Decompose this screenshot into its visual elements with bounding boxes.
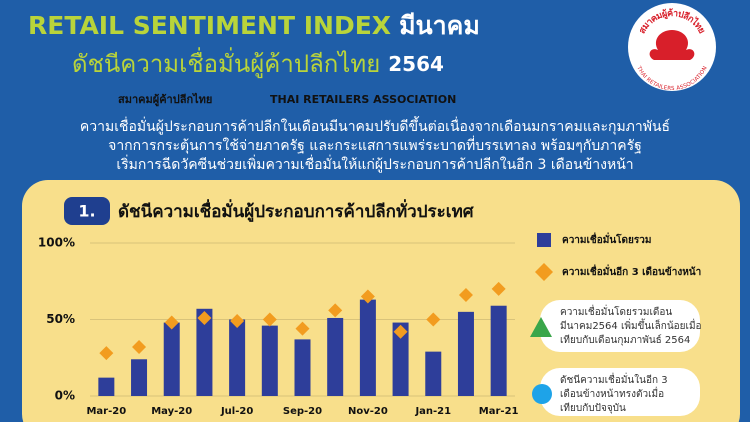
x-tick-label: Jan-21 [414, 406, 451, 417]
bar [131, 359, 148, 396]
chart-title: ดัชนีความเชื่อมั่นผู้ประกอบการค้าปลีกทั่… [118, 199, 475, 223]
diamond-marker [197, 310, 212, 325]
y-tick-label: 100% [38, 236, 75, 250]
bar [359, 299, 376, 396]
diamond-marker [328, 303, 343, 318]
annotation-line: เดือนข้างหน้าทรงตัวเมื่อ [560, 386, 664, 400]
intro-line: จากการกระตุ้นการใช้จ่ายภาครัฐ และกระแสกา… [108, 136, 642, 154]
diamond-marker [458, 288, 473, 303]
subtitle-text: ดัชนีความเชื่อมั่นผู้ค้าปลีกไทย [72, 47, 380, 79]
x-tick-label: Mar-20 [86, 406, 126, 417]
logo: สมาคมผู้ค้าปลีกไทย THAI RETAILERS ASSOCI… [628, 3, 716, 92]
annotation-icon [532, 384, 552, 404]
annotation-line: เทียบกับเดือนกุมภาพันธ์ 2564 [560, 334, 690, 346]
bar [163, 322, 180, 396]
diamond-marker [295, 321, 310, 336]
x-tick-label: Jul-20 [220, 406, 253, 417]
annotation-line: เทียบกับปัจจุบัน [560, 402, 626, 414]
bar [425, 351, 442, 396]
intro-line: ความเชื่อมั่นผู้ประกอบการค้าปลีกในเดือนม… [80, 116, 670, 135]
diamond-marker [132, 340, 147, 355]
bar [327, 317, 344, 396]
legend-label: ความเชื่อมั่นอีก 3 เดือนข้างหน้า [562, 264, 701, 278]
annotation-box [540, 300, 700, 352]
annotation-line: ความเชื่อมั่นโดยรวมเดือน [560, 304, 672, 318]
bar [98, 377, 115, 396]
subtitle: ดัชนีความเชื่อมั่นผู้ค้าปลีกไทย 2564 [72, 47, 444, 79]
org-en: THAI RETAILERS ASSOCIATION [270, 93, 456, 106]
logo-emblem [649, 30, 695, 60]
annotation-line: ดัชนีความเชื่อมั่นในอีก 3 [560, 372, 668, 386]
legend-swatch [537, 233, 551, 247]
diamond-marker [426, 312, 441, 327]
org-th: สมาคมผู้ค้าปลีกไทย [118, 92, 212, 107]
subtitle-year: 2564 [388, 52, 444, 76]
diamond-marker [230, 314, 245, 329]
annotation-icon [530, 317, 552, 337]
y-tick-label: 50% [46, 312, 75, 326]
legend-label: ความเชื่อมั่นโดยรวม [562, 232, 651, 246]
bar [261, 325, 278, 396]
x-tick-label: May-20 [151, 406, 192, 417]
annotation-box [540, 368, 700, 416]
y-tick-label: 0% [55, 389, 75, 403]
legend-swatch [535, 263, 553, 281]
annotation-line: มีนาคม2564 เพิ่มขึ้นเล็กน้อยเมื่อ [560, 318, 702, 332]
title-text: RETAIL SENTIMENT INDEX [28, 11, 391, 40]
x-tick-label: Sep-20 [283, 406, 322, 417]
diamond-marker [360, 289, 375, 304]
title: RETAIL SENTIMENT INDEX มีนาคม [28, 11, 480, 40]
diamond-marker [164, 315, 179, 330]
section-number: 1. [78, 202, 95, 221]
bar [490, 305, 507, 396]
section-badge [64, 197, 110, 225]
chart: 0% 50% 100% Mar-20 May-20 Jul-20 Sep-20 Nov-20 J… [38, 232, 702, 417]
diamond-marker [99, 346, 114, 361]
x-tick-label: Mar-21 [479, 406, 519, 417]
intro-line: เริ่มการฉีดวัคซีนช่วยเพิ่มความเชื่อมั่นใ… [116, 155, 633, 173]
diamond-marker [262, 312, 277, 327]
bar [392, 322, 409, 396]
x-tick-label: Nov-20 [348, 406, 388, 417]
bar [294, 339, 311, 396]
diamond-marker [491, 281, 506, 296]
bar [196, 308, 213, 396]
title-month: มีนาคม [399, 11, 480, 40]
bar [229, 319, 246, 396]
bar [457, 311, 474, 396]
diamond-marker [393, 324, 408, 339]
